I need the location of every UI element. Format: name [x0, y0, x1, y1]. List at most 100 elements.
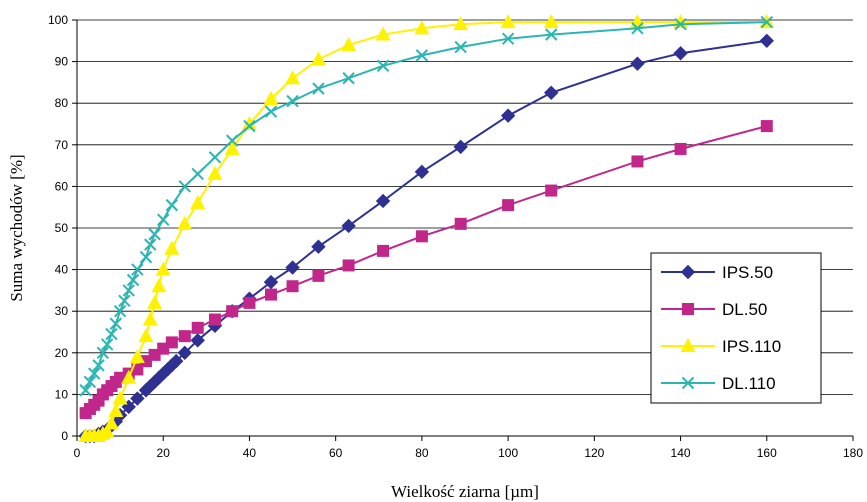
x-tick-label: 20: [157, 446, 171, 460]
y-axis-ticks: 0 10 20 30 40 50 60 70 80 90 100: [48, 13, 77, 443]
data-point: [164, 240, 180, 255]
data-point: [285, 70, 301, 85]
data-point: [157, 213, 170, 226]
data-point: [630, 56, 645, 71]
data-point: [454, 217, 467, 230]
data-point: [454, 40, 467, 54]
data-point: [544, 85, 559, 101]
data-point: [144, 238, 157, 251]
data-point: [760, 15, 773, 29]
data-point: [545, 184, 558, 197]
legend-item: IPS.110: [661, 337, 781, 356]
data-point: [264, 105, 278, 118]
x-tick-label: 0: [74, 446, 81, 460]
data-point: [501, 32, 515, 45]
series-group: [78, 14, 775, 444]
data-point: [375, 193, 391, 209]
data-point: [415, 49, 429, 62]
y-axis-title: Suma wychodów [%]: [7, 154, 26, 301]
data-point: [208, 151, 222, 164]
x-tick-label: 140: [671, 446, 691, 460]
y-tick-label: 60: [55, 179, 69, 193]
data-point: [142, 311, 158, 326]
data-point: [285, 260, 300, 275]
data-point: [130, 391, 145, 406]
data-point: [631, 22, 644, 35]
data-point: [312, 269, 325, 282]
data-point: [148, 228, 161, 241]
x-axis-ticks: 0 20 40 60 80 100 120 140 160 180: [74, 436, 863, 460]
x-axis-title: Wielkość ziarna [µm]: [391, 482, 539, 501]
data-point: [155, 261, 171, 276]
data-point: [500, 14, 516, 29]
y-tick-label: 100: [48, 13, 68, 27]
data-point: [312, 82, 325, 95]
data-point: [109, 317, 123, 330]
data-point: [147, 294, 163, 309]
series-dl-110: [79, 15, 773, 397]
data-point: [121, 369, 137, 384]
x-tick-label: 80: [415, 446, 429, 460]
data-point: [177, 215, 193, 230]
data-point: [131, 263, 144, 276]
data-point: [151, 278, 167, 293]
data-point: [121, 399, 136, 415]
data-point: [545, 28, 558, 41]
legend-item: IPS.50: [661, 263, 773, 282]
data-point: [191, 167, 204, 181]
data-point: [103, 415, 119, 430]
legend-marker: [681, 376, 695, 390]
data-point: [502, 199, 515, 212]
data-point: [673, 14, 689, 29]
data-point: [673, 46, 688, 61]
legend-marker: [680, 264, 696, 280]
y-tick-label: 20: [55, 346, 69, 360]
data-point: [629, 14, 645, 29]
data-point: [226, 305, 239, 318]
data-point: [263, 91, 279, 106]
data-point: [414, 20, 430, 35]
data-point: [190, 333, 205, 348]
x-tick-label: 160: [757, 446, 777, 460]
legend-marker: [682, 303, 694, 315]
data-point: [225, 134, 239, 147]
y-tick-label: 0: [61, 429, 68, 443]
x-tick-label: 60: [329, 446, 343, 460]
data-point: [165, 198, 179, 212]
data-point: [342, 72, 355, 85]
legend-label: IPS.110: [722, 337, 781, 356]
legend-label: IPS.50: [722, 263, 773, 282]
legend-item: DL.110: [661, 374, 776, 393]
data-point: [100, 338, 114, 351]
legend-box: [650, 252, 822, 404]
data-point: [122, 284, 135, 297]
data-point: [310, 51, 326, 66]
data-point: [243, 119, 256, 133]
data-point: [341, 36, 357, 51]
data-point: [243, 296, 256, 309]
data-point: [126, 273, 140, 287]
data-point: [760, 120, 773, 133]
data-point: [207, 165, 223, 180]
data-point: [376, 59, 390, 72]
data-point: [108, 403, 124, 418]
data-point: [105, 327, 118, 341]
data-point: [112, 390, 128, 405]
data-point: [139, 250, 153, 264]
data-point: [178, 180, 191, 193]
y-tick-label: 50: [55, 221, 69, 235]
data-point: [341, 218, 356, 234]
data-point: [265, 288, 277, 301]
data-point: [241, 116, 257, 130]
data-point: [674, 17, 687, 31]
x-tick-label: 180: [843, 446, 863, 460]
x-tick-label: 40: [243, 446, 257, 460]
data-point: [92, 359, 105, 372]
data-point: [96, 346, 110, 360]
data-point: [415, 230, 428, 243]
data-point: [543, 14, 559, 29]
data-point: [168, 353, 184, 369]
data-point: [88, 367, 101, 380]
data-point: [414, 164, 430, 180]
